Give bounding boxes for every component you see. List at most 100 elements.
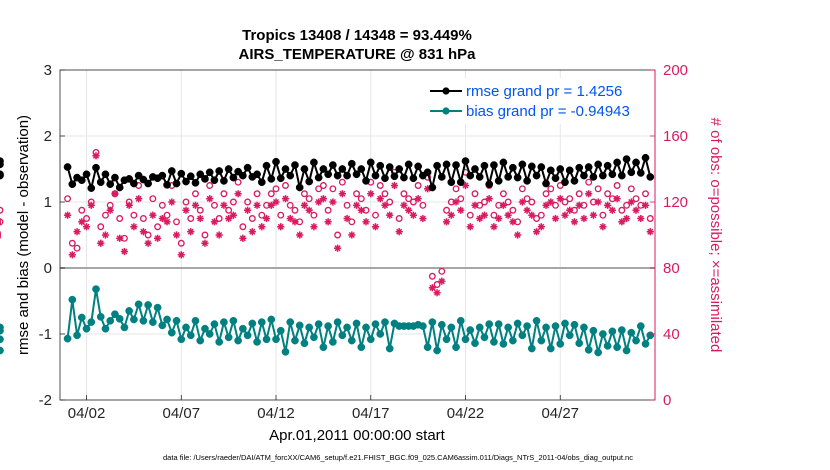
obs-assimilated-point-stroke (310, 223, 317, 230)
bias-point (77, 313, 86, 322)
obs-possible-point (83, 215, 90, 222)
obs-assimilated-point (585, 190, 593, 198)
obs-assimilated-point (149, 211, 157, 219)
obs-assimilated-point-stroke (438, 278, 445, 285)
bias-point (366, 335, 375, 344)
rmse-point (201, 175, 209, 183)
bias-point (96, 312, 105, 321)
obs-assimilated-point (125, 201, 133, 209)
rmse-point (267, 175, 276, 183)
obs-possible-point (604, 190, 612, 198)
rmse-point (400, 173, 408, 182)
obs-assimilated-point-stroke (296, 231, 303, 239)
obs-assimilated-point-stroke (102, 231, 109, 239)
rmse-point (594, 160, 603, 169)
obs-assimilated-point (305, 206, 313, 214)
obs-possible-point (244, 198, 252, 206)
bias-point (485, 320, 494, 328)
obs-possible-point (428, 272, 436, 280)
obs-assimilated-point-stroke (618, 218, 625, 225)
bias-point (125, 307, 134, 315)
obs-possible-point (528, 198, 536, 206)
obs-assimilated-point-stroke (111, 190, 119, 197)
obs-assimilated-point-stroke (107, 207, 114, 214)
bias-point (466, 326, 475, 334)
bias-point (286, 318, 295, 326)
rmse-point (352, 170, 361, 179)
rmse-point (565, 166, 574, 175)
rmse-point (106, 180, 115, 189)
obs-assimilated-point-stroke (533, 228, 540, 235)
obs-assimilated-point-stroke (306, 207, 313, 214)
rmse-point (347, 159, 356, 168)
obs-possible-point (78, 206, 86, 214)
obs-possible-point (575, 190, 583, 198)
obs-assimilated-point (604, 201, 612, 209)
obs-assimilated-point (490, 223, 498, 231)
bias-point (329, 338, 337, 346)
obs-possible-point (400, 190, 408, 198)
obs-possible-point (523, 195, 531, 203)
bias-point (433, 346, 441, 355)
obs-assimilated-point-stroke (329, 198, 336, 206)
rmse-point (257, 178, 266, 187)
bias-point (267, 315, 276, 324)
rmse-point (220, 177, 228, 185)
obs-assimilated-point (433, 289, 441, 297)
obs-assimilated-point (78, 218, 86, 226)
rmse-point (546, 166, 555, 175)
obs-assimilated-point (220, 201, 228, 209)
bias-point (475, 323, 484, 332)
obs-assimilated-point (589, 211, 598, 219)
data-file-footer: data file: /Users/raeder/DAI/ATM_forcXX/… (163, 453, 633, 462)
obs-possible-point (97, 223, 105, 231)
obs-assimilated-point (367, 190, 375, 198)
obs-possible-point (452, 185, 460, 193)
bias-point (437, 320, 446, 329)
rmse-point (390, 172, 399, 181)
y-tick-label-left: -2 (39, 392, 52, 409)
obs-assimilated-point-stroke (235, 190, 242, 197)
obs-possible-point (386, 198, 394, 206)
bias-point (565, 331, 574, 340)
obs-assimilated-point (338, 190, 346, 198)
bias-point (347, 336, 356, 345)
obs-assimilated-point (357, 206, 365, 214)
obs-assimilated-point (485, 195, 493, 203)
obs-assimilated-point (168, 198, 176, 206)
rmse-point (485, 180, 494, 189)
obs-assimilated-point-stroke (528, 212, 535, 219)
obs-assimilated-point-stroke (604, 202, 611, 209)
obs-possible-point (481, 198, 488, 206)
obs-assimilated-point-stroke (282, 195, 289, 202)
rmse-point (532, 171, 541, 180)
obs-possible-point (334, 231, 342, 239)
obs-assimilated-point-stroke (542, 202, 550, 209)
obs-assimilated-point (561, 211, 569, 219)
obs-assimilated-point-stroke (509, 218, 516, 225)
bias-point (210, 320, 219, 328)
bias-point (120, 323, 129, 332)
obs-possible-point (623, 201, 631, 209)
obs-possible-point (329, 185, 337, 193)
obs-assimilated-point (87, 201, 95, 209)
obs-possible-point (272, 185, 280, 193)
rmse-point (632, 158, 640, 167)
rmse-point (471, 165, 479, 173)
obs-assimilated-point-stroke (396, 228, 403, 235)
obs-assimilated-point-stroke (287, 215, 294, 222)
obs-possible-point (409, 198, 417, 206)
obs-assimilated-point-stroke (92, 152, 100, 159)
obs-possible-point (632, 195, 640, 203)
obs-assimilated-point (622, 214, 631, 223)
rmse-point (0, 170, 4, 179)
bias-point (646, 331, 655, 340)
legend-label-bias: bias grand pr = -0.94943 (466, 103, 630, 120)
bias-point (167, 328, 176, 337)
obs-assimilated-point-stroke (429, 284, 436, 291)
obs-assimilated-point-stroke (609, 207, 616, 214)
obs-assimilated-point-stroke (452, 198, 460, 206)
obs-assimilated-point-stroke (538, 223, 545, 230)
obs-assimilated-point-stroke (367, 190, 374, 197)
series-bias (0, 285, 655, 357)
